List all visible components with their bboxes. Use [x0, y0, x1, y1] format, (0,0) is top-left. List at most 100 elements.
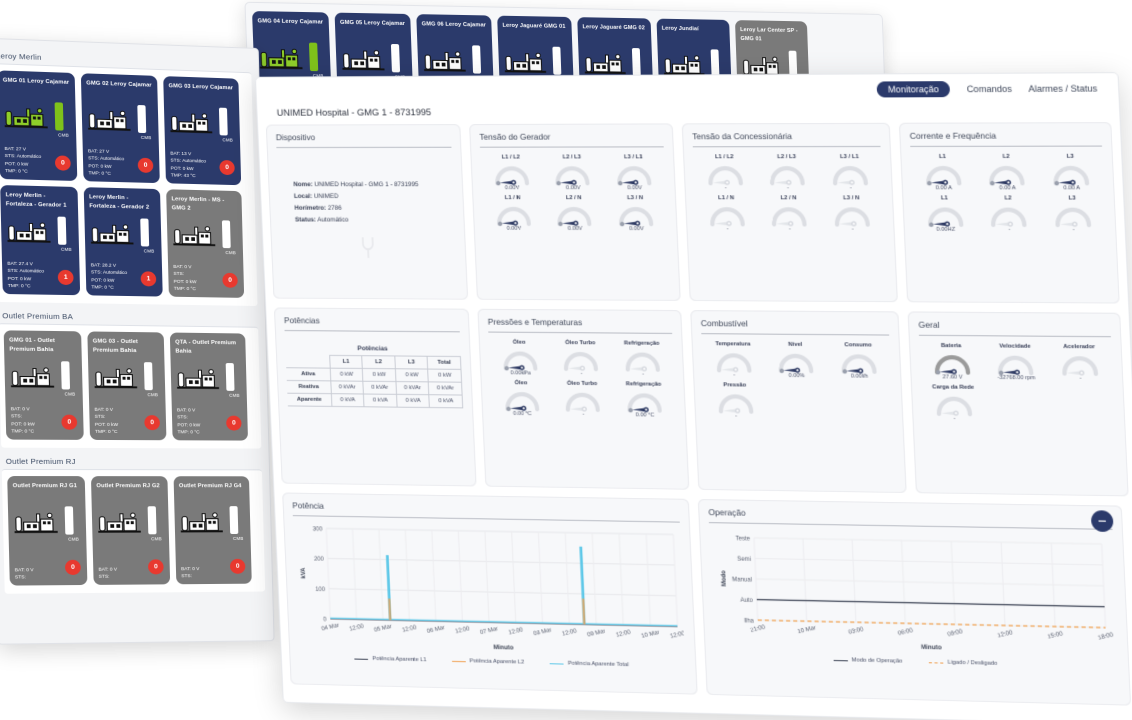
device-card[interactable]: Outlet Premium RJ G4 CMB BAT: 0 V STS: 0 [173, 476, 252, 585]
device-card[interactable]: Leroy Jaguaré GMG 01 CMB [497, 15, 575, 113]
gauge[interactable]: Temperatura - [702, 340, 766, 382]
gauge-icon [621, 388, 668, 414]
gauge[interactable]: Bateria 27.60 V [919, 342, 984, 384]
svg-text:15:00: 15:00 [1047, 631, 1064, 640]
device-card[interactable]: GMG 05 Leroy Cajamar CMB [334, 12, 414, 111]
alarm-badge[interactable]: 0 [147, 559, 164, 575]
panel-potencias: Potências Potências L1 L2 L3 Total [273, 307, 477, 487]
panel-title-combustivel: Combustível [700, 318, 890, 336]
tab-monitoracao[interactable]: Monitoração [876, 81, 951, 98]
alarm-badge[interactable]: 0 [61, 414, 78, 430]
gauge-label: Nível [788, 341, 803, 348]
gauge[interactable]: L2 0.00 A [974, 153, 1040, 195]
gauge[interactable]: L3 / N 0.00V [604, 194, 667, 235]
gauge[interactable]: Velocidade -32768.00 rpm [983, 342, 1049, 384]
gauge[interactable]: L1 / L2 - [693, 153, 757, 194]
legend-item: Potência Aparente L2 [451, 658, 524, 666]
gauge[interactable]: Nível 0.00% [764, 341, 828, 383]
stat-sts: STS: [177, 414, 188, 420]
gauge-value: - [642, 371, 645, 378]
alarm-badge[interactable]: 0 [229, 558, 246, 574]
operacao-line-chart[interactable]: Teste Semi Manual Auto Ilha 21:00 10 Mar… [709, 529, 1118, 661]
tab-alarmes-status[interactable]: Alarmes / Status [1028, 83, 1098, 94]
stat-bat: BAT: 0 V [14, 566, 34, 573]
tab-comandos[interactable]: Comandos [966, 83, 1013, 95]
gauge[interactable]: L1 / L2 0.00V [480, 154, 543, 195]
device-card[interactable]: Outlet Premium RJ G1 CMB BAT: 0 V STS: 0 [7, 476, 88, 586]
potencias-table: Potências L1 L2 L3 Total Ativa [285, 345, 463, 409]
fuel-level-bar [221, 220, 231, 249]
device-card-icon [87, 107, 133, 134]
device-card[interactable]: Leroy Merlin - Fortaleza - Gerador 2 CMB… [83, 187, 163, 297]
fuel-level-bar [472, 45, 482, 74]
device-card-name: Leroy Merlin - Fortaleza - Gerador 1 [5, 192, 67, 209]
device-card[interactable]: GMG 03 Leroy Cajamar CMB BAT: 13 V STS: … [163, 76, 242, 186]
alarm-badge[interactable]: 0 [54, 155, 71, 171]
device-card[interactable]: GMG 01 - Outlet Premium Bahia CMB BAT: 0… [3, 330, 84, 440]
device-card[interactable]: Leroy Merlin - Fortaleza - Gerador 1 CMB… [0, 185, 81, 296]
gauge[interactable]: L2 / N 0.00V [543, 194, 606, 235]
alarm-badge[interactable]: 0 [64, 559, 81, 576]
alarm-badge[interactable]: 0 [226, 415, 242, 431]
gauge[interactable]: Consumo 0.00l/h [826, 341, 891, 383]
alarm-badge[interactable]: 0 [137, 157, 154, 174]
gauge[interactable]: L3 0.00 A [1038, 153, 1104, 195]
gauge[interactable]: Óleo Turbo - [551, 380, 614, 421]
sidebar-group: GMG 01 Leroy Cajamar CMB BAT: 27 V STS: … [0, 63, 258, 307]
alarm-badge[interactable]: 0 [144, 415, 161, 431]
gauge[interactable]: L2 / N - [757, 194, 821, 235]
gauge[interactable]: Óleo 0.00 °C [490, 379, 553, 420]
generator-icon [4, 107, 48, 128]
gauge[interactable]: L1 / N 0.00V [482, 194, 545, 235]
gauge[interactable]: L1 0.00 A [911, 153, 976, 195]
fuel-level-label: CMB [64, 391, 76, 397]
svg-text:07 Mar: 07 Mar [480, 626, 499, 636]
gauge[interactable]: Carga da Rede - [921, 383, 987, 425]
fuel-level-bar [54, 102, 64, 131]
gauge[interactable]: Óleo 0.00kPa [489, 338, 552, 379]
svg-text:200: 200 [314, 557, 325, 563]
gauge[interactable]: L2 / L3 0.00V [541, 153, 604, 194]
device-card[interactable]: GMG 03 - Outlet Premium Bahia CMB BAT: 0… [87, 331, 167, 441]
stat-bat: BAT: 0 V [94, 406, 114, 412]
device-card[interactable]: Leroy Merlin - MS - GMG 2 CMB BAT: 0 V S… [166, 189, 245, 298]
device-card-icon [176, 366, 222, 392]
gauge-label: Óleo [512, 339, 526, 346]
gauge[interactable]: Acelerador - [1047, 343, 1113, 385]
gauge[interactable]: L3 / N - [820, 194, 885, 235]
gauge[interactable]: L3 / L1 - [818, 153, 883, 194]
alarm-badge[interactable]: 1 [140, 271, 157, 287]
panel-title-tensao-concessionaria: Tensão da Concessionária [692, 130, 881, 148]
gauge-value: - [1072, 227, 1075, 234]
gauge[interactable]: L3 - [1040, 194, 1106, 236]
device-card[interactable]: GMG 01 Leroy Cajamar CMB BAT: 27 V STS: … [0, 70, 78, 182]
gauge[interactable]: L2 - [976, 194, 1042, 236]
device-card[interactable]: GMG 06 Leroy Cajamar CMB [416, 14, 495, 112]
chart-options-button[interactable] [1090, 510, 1114, 532]
alarm-badge[interactable]: 0 [219, 159, 235, 176]
device-sidebar[interactable]: Leroy Merlin GMG 01 Leroy Cajamar CMB BA… [0, 37, 275, 645]
alarm-badge[interactable]: 0 [222, 272, 238, 288]
panel-title-pressoes-temperaturas: Pressões e Temperaturas [487, 316, 673, 334]
legend-swatch [451, 660, 466, 662]
gauge[interactable]: L1 0.00HZ [912, 194, 977, 236]
device-card[interactable]: GMG 04 Leroy Cajamar CMB [252, 11, 332, 110]
gauge-label: L1 / L2 [714, 154, 734, 161]
gauge[interactable]: L1 / N - [695, 194, 759, 235]
device-card[interactable]: Outlet Premium RJ G2 CMB BAT: 0 V STS: 0 [90, 476, 171, 585]
alarm-badge[interactable]: 1 [57, 269, 74, 286]
svg-text:Modo: Modo [721, 570, 728, 586]
device-card[interactable]: QTA - Outlet Premium Bahia CMB BAT: 0 V … [169, 332, 248, 441]
gauge-value: 0.00 A [935, 185, 953, 192]
device-carousel[interactable]: GMG 04 Leroy Cajamar CMB GMG 05 Leroy Ca… [244, 1, 887, 128]
gauge[interactable]: Óleo Turbo - [549, 339, 612, 380]
gauge[interactable]: L2 / L3 - [755, 153, 819, 194]
device-card[interactable]: GMG 02 Leroy Cajamar CMB BAT: 27 V STS: … [80, 73, 160, 184]
gauge[interactable]: Refrigeração - [611, 339, 675, 380]
device-card[interactable]: Leroy Jaguaré GMG 02 CMB [577, 17, 655, 115]
gauge[interactable]: Refrigeração 0.00 °C [613, 380, 677, 422]
svg-text:Semi: Semi [737, 557, 751, 563]
gauge[interactable]: L3 / L1 0.00V [602, 153, 665, 194]
potencia-line-chart[interactable]: 0 100 200 300 04 Mar 12:00 05 Mar 12:00 … [293, 522, 686, 662]
gauge[interactable]: Pressão - [703, 381, 767, 423]
